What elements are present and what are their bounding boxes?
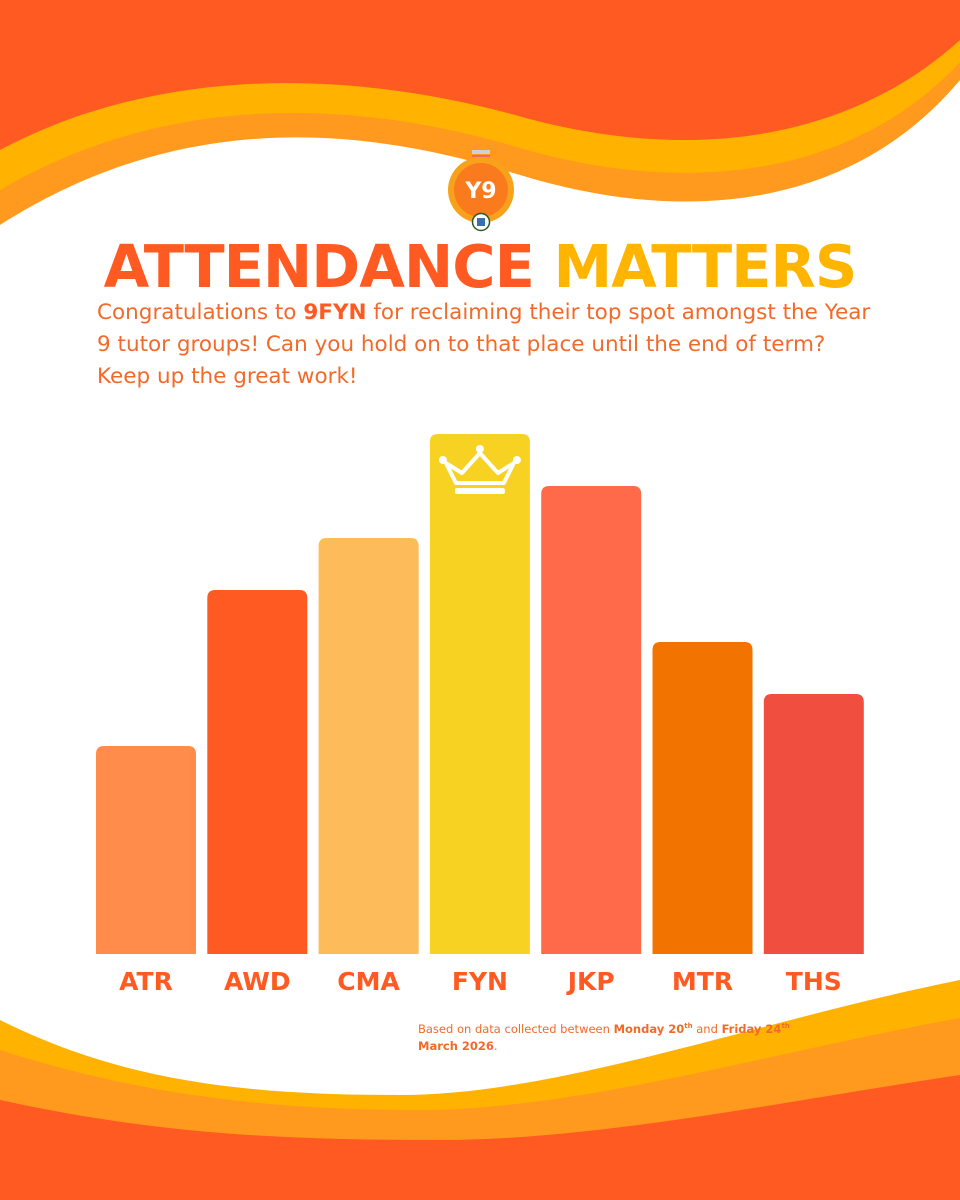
bar-cma bbox=[318, 538, 419, 954]
intro-after: for reclaiming their top spot amongst th… bbox=[97, 300, 871, 389]
title-part-matters: MATTERS bbox=[553, 232, 857, 301]
attendance-bar-chart: ATR AWD CMA FYN JKP MTR THS bbox=[96, 434, 864, 996]
note-end-day: Friday 24 bbox=[721, 1021, 782, 1036]
bar-group-atr: ATR bbox=[96, 746, 196, 996]
note-start-suffix: th bbox=[684, 1022, 693, 1030]
bar-ths bbox=[763, 694, 864, 954]
x-tick-label-awd: AWD bbox=[224, 967, 291, 996]
x-tick-label-cma: CMA bbox=[337, 967, 400, 996]
top-wave-decoration bbox=[0, 0, 960, 225]
x-tick-label-fyn: FYN bbox=[452, 967, 508, 996]
bar-group-cma: CMA bbox=[318, 538, 419, 996]
data-footnote: Based on data collected between Monday 2… bbox=[418, 1018, 878, 1055]
intro-highlight: 9FYN bbox=[303, 300, 367, 325]
logo-text: Y9 bbox=[464, 179, 496, 204]
bottom-wave-decoration bbox=[0, 980, 960, 1200]
bar-group-mtr: MTR bbox=[652, 642, 753, 996]
x-tick-label-jkp: JKP bbox=[566, 967, 615, 996]
note-between: and bbox=[692, 1021, 722, 1036]
bar-fyn bbox=[429, 434, 530, 954]
intro-paragraph: Congratulations to 9FYN for reclaiming t… bbox=[97, 297, 877, 393]
note-prefix: Based on data collected between bbox=[418, 1021, 614, 1036]
x-tick-label-ths: THS bbox=[786, 967, 842, 996]
bar-group-awd: AWD bbox=[207, 590, 308, 996]
title-part-attendance: ATTENDANCE bbox=[103, 232, 535, 301]
crown-icon bbox=[438, 445, 521, 494]
page-title: ATTENDANCE MATTERS bbox=[0, 232, 960, 302]
intro-before: Congratulations to bbox=[97, 300, 304, 325]
bar-group-jkp: JKP bbox=[541, 486, 642, 996]
bar-group-ths: THS bbox=[763, 694, 864, 996]
x-tick-label-atr: ATR bbox=[119, 967, 173, 996]
bar-atr bbox=[96, 746, 196, 954]
x-tick-label-mtr: MTR bbox=[672, 967, 733, 996]
bar-group-fyn: FYN bbox=[429, 434, 530, 996]
school-logo: Y9 bbox=[448, 150, 514, 232]
note-end-suffix: th bbox=[781, 1022, 790, 1030]
bar-jkp bbox=[541, 486, 642, 954]
bar-awd bbox=[207, 590, 308, 954]
note-month-year: March 2026 bbox=[418, 1038, 494, 1053]
bar-mtr bbox=[652, 642, 753, 954]
note-start-day: Monday 20 bbox=[613, 1021, 685, 1036]
note-end-punct: . bbox=[493, 1038, 498, 1053]
